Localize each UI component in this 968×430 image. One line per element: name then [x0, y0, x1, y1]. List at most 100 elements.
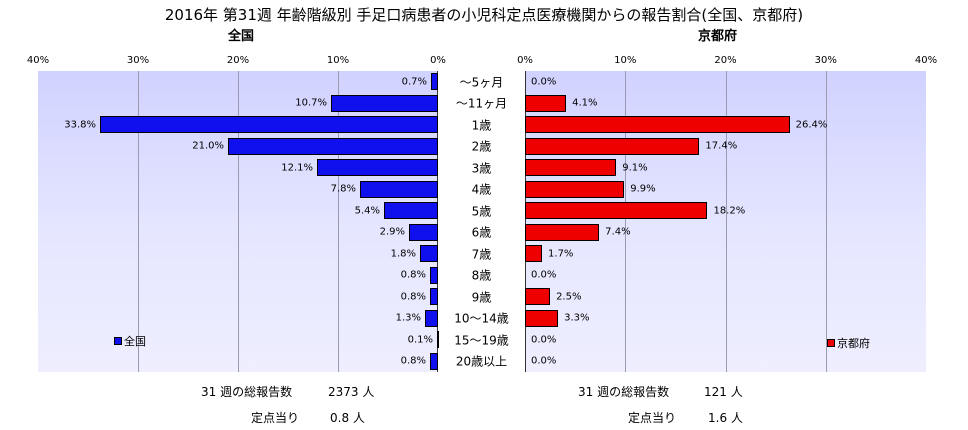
right-data-label: 2.5% — [556, 291, 582, 303]
right-axis-line — [525, 71, 526, 372]
left-tick-label: 10% — [326, 55, 350, 66]
left-bar — [409, 223, 438, 241]
left-axis-line — [437, 71, 438, 372]
right-bar — [525, 116, 790, 134]
left-gridline — [338, 71, 339, 372]
left-data-label: 1.8% — [390, 248, 416, 260]
category-label: ～11ヶ月 — [455, 96, 508, 111]
right-bar — [525, 159, 617, 177]
category-label: ～5ヶ月 — [459, 75, 504, 90]
category-label: 15～19歳 — [454, 333, 509, 348]
right-data-label: 0.0% — [531, 269, 557, 281]
left-bar — [430, 352, 438, 370]
left-data-label: 0.8% — [400, 355, 426, 367]
right-data-label: 3.3% — [564, 312, 590, 324]
right-data-label: 17.4% — [705, 140, 738, 152]
category-label: 20歳以上 — [455, 354, 508, 369]
left-tick-label: 30% — [126, 55, 150, 66]
right-bar — [525, 309, 559, 327]
left-per-site-value: 0.8 人 — [330, 411, 365, 425]
right-bar — [525, 94, 567, 112]
right-gridline — [725, 71, 727, 372]
left-bar — [430, 266, 438, 284]
left-legend-swatch — [114, 337, 122, 345]
left-data-label: 12.1% — [281, 162, 313, 174]
category-label: 7歳 — [471, 247, 492, 262]
left-data-label: 33.8% — [64, 119, 96, 131]
left-bar — [430, 288, 438, 306]
left-legend: 全国 — [114, 333, 146, 349]
left-bar — [228, 137, 438, 155]
left-tick-label: 40% — [26, 55, 50, 66]
left-tick-label: 20% — [226, 55, 250, 66]
category-label: 3歳 — [471, 161, 492, 176]
right-data-label: 0.0% — [531, 355, 557, 367]
category-label: 5歳 — [471, 204, 492, 219]
left-data-label: 0.7% — [401, 76, 427, 88]
right-per-site-label: 定点当り — [628, 411, 677, 425]
left-gridline — [238, 71, 239, 372]
left-total-label: 31 週の総報告数 — [201, 385, 293, 399]
category-label: 1歳 — [471, 118, 492, 133]
left-data-label: 1.3% — [395, 312, 421, 324]
category-label: 6歳 — [471, 225, 492, 240]
right-bar — [525, 223, 600, 241]
left-data-label: 10.7% — [295, 97, 327, 109]
left-tick-label: 0% — [430, 55, 446, 66]
right-tick-label: 20% — [714, 55, 737, 66]
left-bar — [437, 331, 439, 349]
left-bar — [431, 73, 438, 91]
right-data-label: 26.4% — [795, 119, 828, 131]
right-tick-label: 40% — [914, 55, 938, 66]
left-bar — [317, 159, 438, 177]
category-label: 4歳 — [471, 182, 492, 197]
category-label: 8歳 — [471, 268, 492, 283]
left-bar — [384, 202, 438, 220]
right-panel-title: 京都府 — [698, 29, 738, 44]
left-bar — [360, 180, 438, 198]
right-per-site-value: 1.6 人 — [708, 411, 743, 425]
right-legend-swatch — [827, 339, 835, 347]
left-bar — [100, 116, 438, 134]
right-data-label: 4.1% — [572, 97, 598, 109]
right-tick-label: 0% — [517, 55, 533, 66]
right-bar — [525, 288, 551, 306]
category-label: 10～14歳 — [454, 311, 509, 326]
right-tick-label: 10% — [614, 55, 637, 66]
right-data-label: 0.0% — [531, 334, 557, 346]
right-bar — [525, 180, 625, 198]
right-bar — [525, 202, 708, 220]
category-label: 2歳 — [471, 139, 492, 154]
right-data-label: 0.0% — [531, 76, 557, 88]
right-data-label: 1.7% — [548, 248, 574, 260]
left-data-label: 7.8% — [330, 183, 356, 195]
left-per-site-label: 定点当り — [251, 411, 300, 425]
right-data-label: 18.2% — [713, 205, 746, 217]
right-legend: 京都府 — [827, 335, 870, 351]
left-gridline — [138, 71, 139, 372]
left-data-label: 5.4% — [354, 205, 380, 217]
right-legend-label: 京都府 — [837, 337, 870, 350]
left-bar — [331, 94, 438, 112]
left-legend-label: 全国 — [124, 335, 146, 348]
left-panel-title: 全国 — [228, 29, 255, 44]
right-tick-label: 30% — [814, 55, 837, 66]
right-data-label: 9.9% — [630, 183, 656, 195]
category-label: 9歳 — [471, 290, 492, 305]
right-gridline — [825, 71, 827, 372]
chart-title: 2016年 第31週 年齢階級別 手足口病患者の小児科定点医療機関からの報告割合… — [164, 6, 804, 24]
left-data-label: 2.9% — [379, 226, 405, 238]
right-data-label: 7.4% — [605, 226, 631, 238]
left-bar — [420, 245, 438, 263]
left-total-value: 2373 人 — [328, 385, 375, 399]
left-data-label: 0.8% — [400, 291, 426, 303]
left-data-label: 0.8% — [400, 269, 426, 281]
right-bar — [525, 245, 543, 263]
left-data-label: 0.1% — [407, 334, 433, 346]
right-total-value: 121 人 — [704, 385, 743, 399]
left-bar — [425, 309, 438, 327]
right-gridline — [625, 71, 627, 372]
right-data-label: 9.1% — [622, 162, 648, 174]
right-total-label: 31 週の総報告数 — [578, 385, 670, 399]
right-bar — [525, 137, 700, 155]
